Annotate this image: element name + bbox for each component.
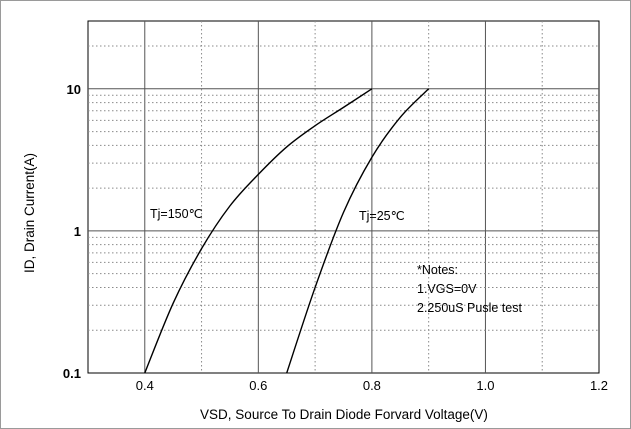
x-axis-title: VSD, Source To Drain Diode Forvard Volta… [200,407,488,422]
series-layer [144,88,430,374]
notes-line-2: 2.250uS Pusle test [417,301,522,315]
y-tick-label: 1 [74,224,81,239]
series-line-tj150 [144,88,373,374]
x-tick-label: 0.6 [249,378,267,393]
tick-layer: 0.4 0.6 0.8 1.0 1.2 0.1 1 10 [63,82,608,393]
x-tick-label: 1.0 [476,378,494,393]
notes-heading: *Notes: [417,263,458,277]
x-tick-label: 0.4 [136,378,154,393]
y-tick-label: 10 [67,82,81,97]
y-axis-title: ID, Drain Current(A) [22,153,37,273]
series-label-tj150: Tj=150℃ [150,207,203,221]
plot-area [87,20,600,374]
x-tick-label: 1.2 [590,378,608,393]
series-label-tj25: Tj=25℃ [359,209,405,223]
y-tick-label: 0.1 [63,366,81,381]
notes-line-1: 1.VGS=0V [417,282,477,296]
grid-layer [88,21,599,373]
x-tick-label: 0.8 [363,378,381,393]
series-line-tj25 [286,88,430,374]
